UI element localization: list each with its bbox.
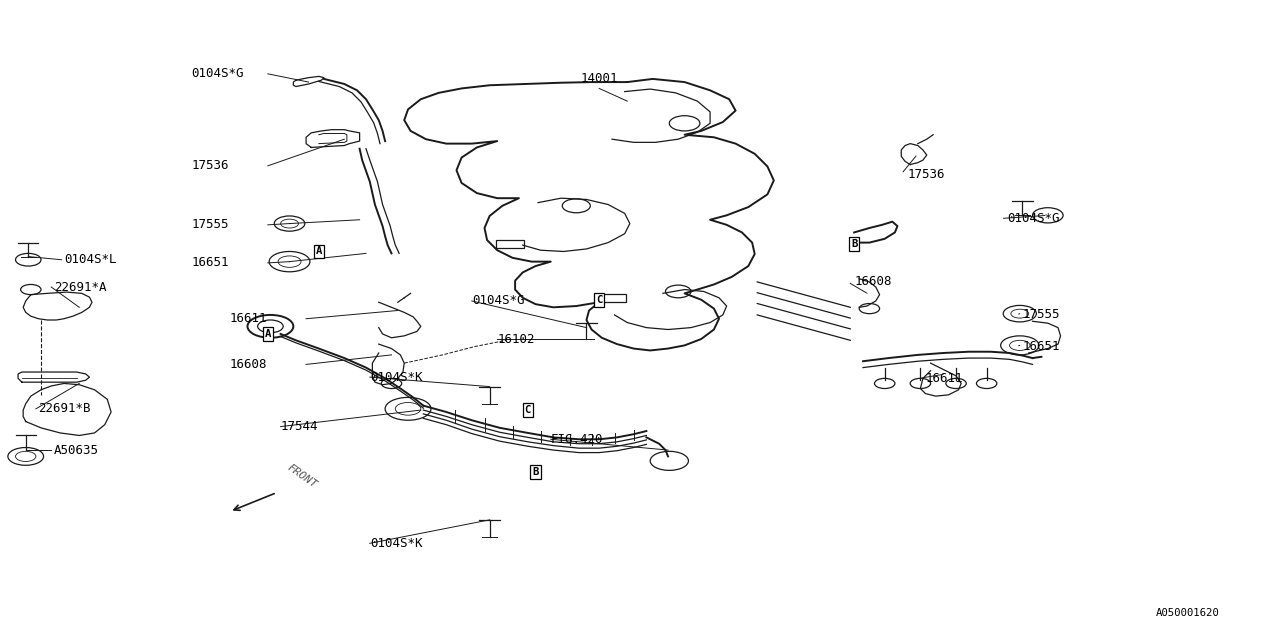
Text: 0104S*K: 0104S*K — [370, 371, 422, 383]
Text: FIG.420: FIG.420 — [550, 433, 603, 446]
Text: C: C — [596, 294, 603, 305]
Text: 0104S*L: 0104S*L — [64, 253, 116, 266]
Text: 0104S*K: 0104S*K — [370, 537, 422, 550]
Text: 17544: 17544 — [280, 420, 319, 433]
Text: 16611: 16611 — [925, 372, 963, 385]
Text: 22691*B: 22691*B — [38, 403, 91, 415]
Text: 16611: 16611 — [229, 312, 268, 325]
Text: 22691*A: 22691*A — [54, 280, 106, 294]
Bar — [495, 240, 524, 248]
Text: 0104S*G: 0104S*G — [1007, 212, 1060, 225]
Bar — [598, 294, 626, 301]
Text: 16608: 16608 — [854, 275, 892, 289]
Text: B: B — [532, 467, 539, 477]
Text: A50635: A50635 — [54, 444, 99, 456]
Text: C: C — [525, 405, 531, 415]
Text: 16102: 16102 — [497, 333, 535, 346]
Text: 17555: 17555 — [192, 218, 229, 231]
Text: 16608: 16608 — [229, 358, 268, 371]
Text: A: A — [316, 246, 323, 257]
Text: 16651: 16651 — [192, 257, 229, 269]
Text: FRONT: FRONT — [285, 463, 319, 490]
Text: 17555: 17555 — [1023, 308, 1060, 321]
Text: 14001: 14001 — [580, 72, 618, 85]
Text: 17536: 17536 — [192, 159, 229, 172]
Text: A050001620: A050001620 — [1156, 608, 1220, 618]
Text: 17536: 17536 — [908, 168, 945, 180]
Text: 0104S*G: 0104S*G — [472, 294, 525, 307]
Text: A: A — [265, 329, 271, 339]
Text: 0104S*G: 0104S*G — [192, 67, 244, 81]
Text: B: B — [851, 239, 858, 249]
Text: 16651: 16651 — [1023, 340, 1060, 353]
